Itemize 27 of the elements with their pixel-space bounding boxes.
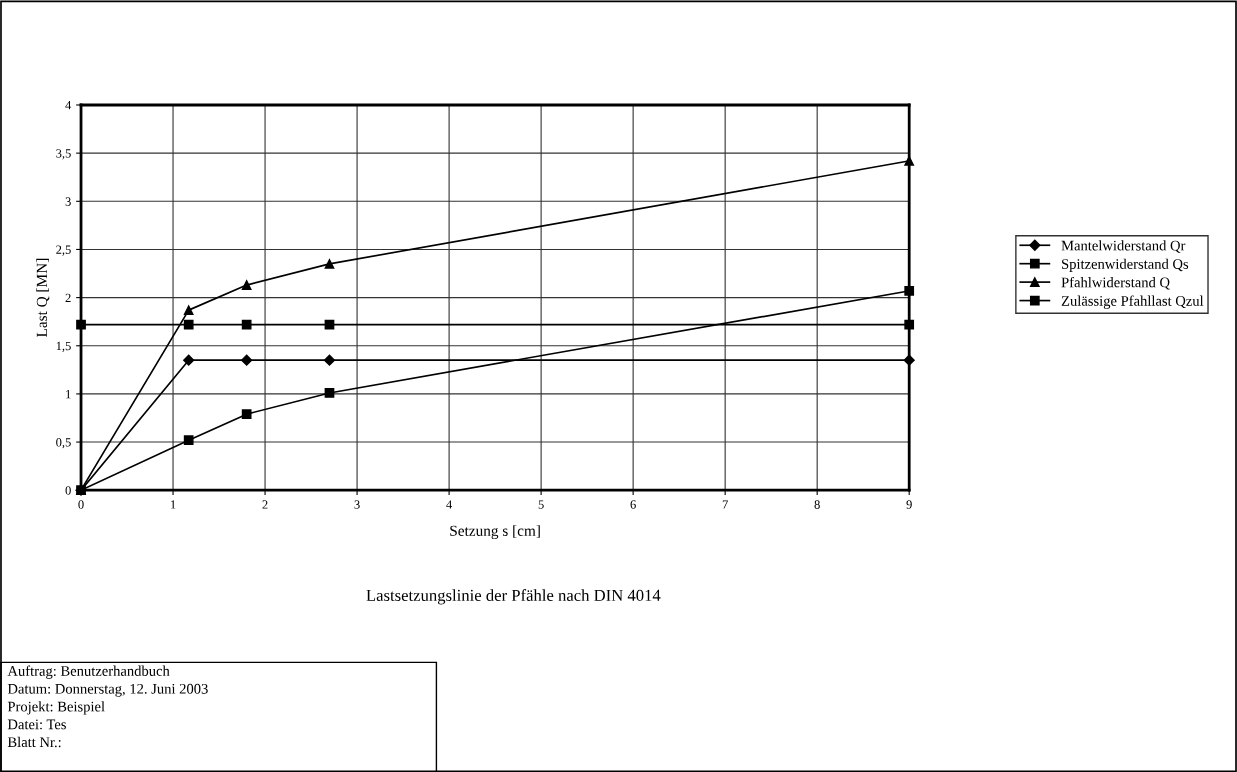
y-tick-label: 4 — [65, 101, 72, 110]
x-tick-label: 2 — [262, 500, 268, 509]
y-tick-label: 3 — [65, 197, 71, 206]
x-tick-label: 5 — [538, 500, 544, 509]
x-tick-label: 3 — [354, 500, 360, 509]
y-axis-title: Last Q [MN] — [36, 258, 50, 338]
x-tick-label: 1 — [171, 500, 176, 509]
x-tick-label: 0 — [78, 500, 84, 509]
y-tick-label: 0 — [65, 486, 71, 495]
y-tick-label: 1,5 — [56, 341, 71, 353]
text: Auftrag: Benutzerhandbuch Datum: Donnerstag, 12. Juni 2003 Projekt: Beispiel Datei: Tes Blatt Nr.: — [7, 665, 208, 748]
y-tick-label: 2,5 — [56, 245, 71, 256]
y-tick-label: 3,5 — [56, 149, 71, 160]
x-tick-label: 4 — [446, 500, 453, 509]
legend-label: Mantelwiderstand Qr — [1061, 240, 1186, 253]
x-tick-label: 6 — [630, 500, 636, 509]
y-tick-label: 1 — [66, 390, 71, 399]
x-tick-label: 9 — [906, 500, 912, 509]
legend-label: Spitzenwiderstand Qs — [1062, 258, 1189, 272]
x-axis-title: Setzung s [cm] — [450, 525, 540, 540]
x-tick-label: 7 — [722, 500, 728, 509]
y-tick-label: 2 — [65, 293, 71, 302]
y-tick-label: 0,5 — [56, 438, 71, 449]
legend-label: Pfahlwiderstand Q — [1061, 276, 1170, 290]
legend-label: Zulässige Pfahllast Qzul — [1061, 295, 1204, 309]
x-tick-label: 8 — [814, 500, 820, 509]
text: Lastsetzungslinie der Pfähle nach DIN 4014 — [366, 589, 661, 605]
